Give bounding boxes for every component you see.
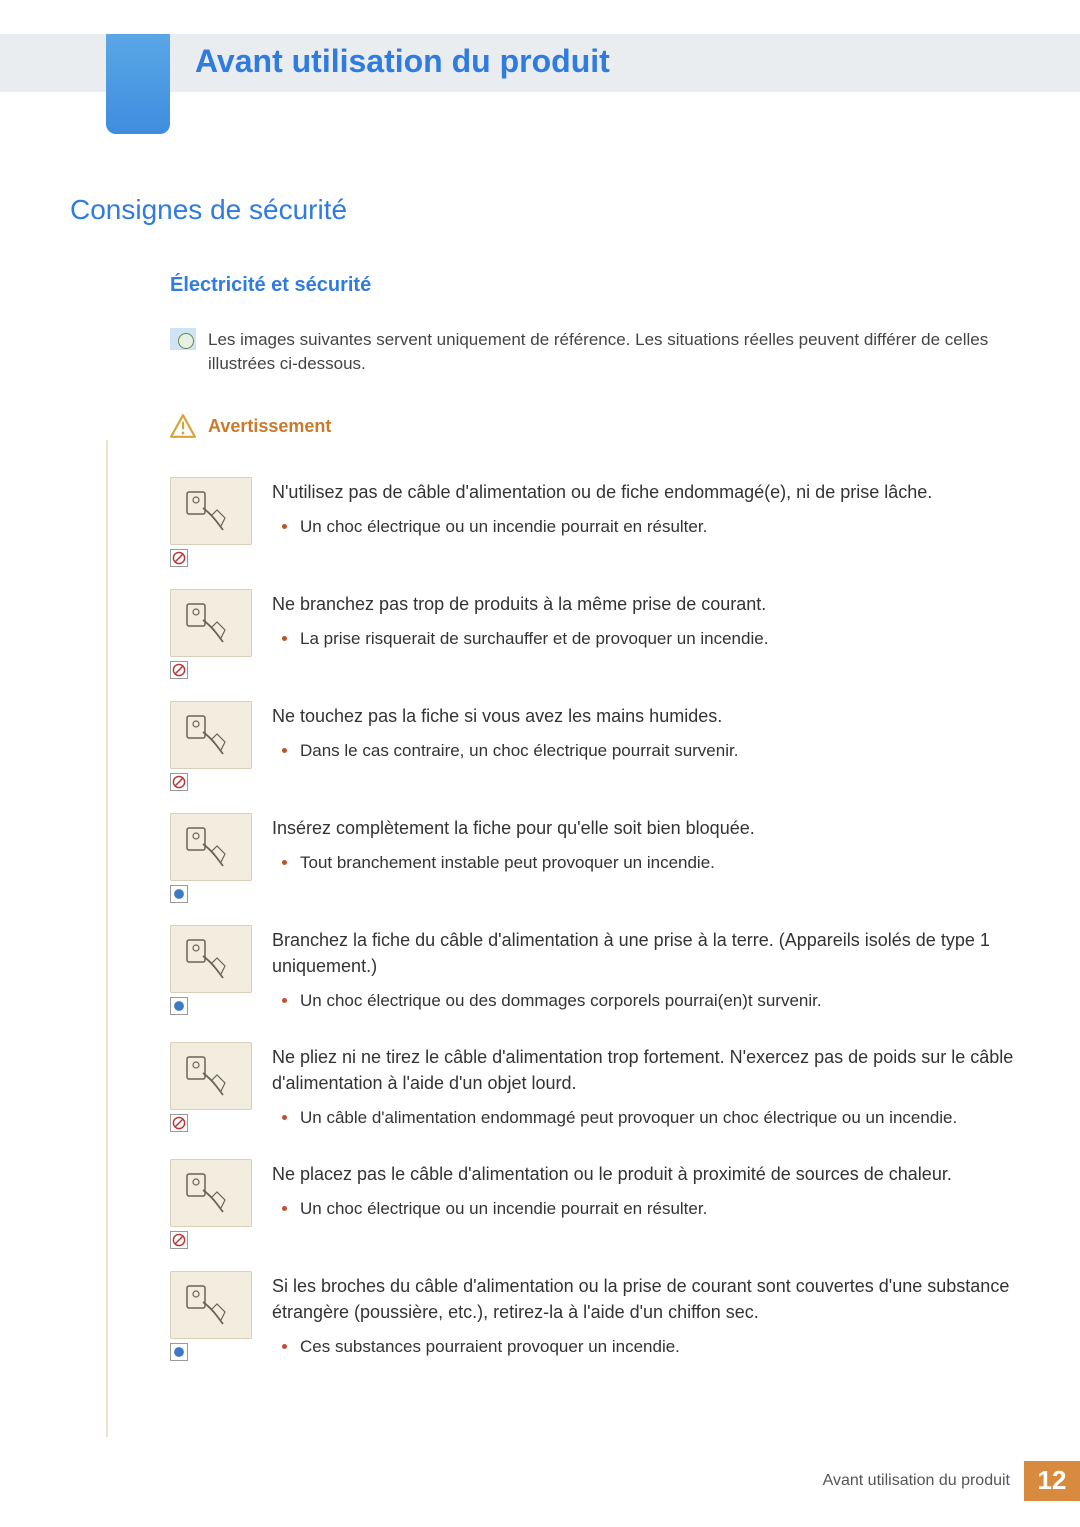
- item-lead-text: Ne pliez ni ne tirez le câble d'alimenta…: [272, 1044, 1020, 1096]
- illustration-icon: [170, 1271, 252, 1339]
- illustration-icon: [170, 1042, 252, 1110]
- warning-items-list: N'utilisez pas de câble d'alimentation o…: [70, 477, 1020, 1365]
- item-bullet-list: Un choc électrique ou des dommages corpo…: [272, 989, 1020, 1014]
- warning-item: Insérez complètement la fiche pour qu'el…: [170, 813, 1020, 903]
- item-thumbnail: [170, 1271, 252, 1361]
- prohibit-icon: [170, 1231, 188, 1249]
- prohibit-icon: [170, 549, 188, 567]
- warning-item: Si les broches du câble d'alimentation o…: [170, 1271, 1020, 1366]
- item-bullet-list: Tout branchement instable peut provoquer…: [272, 851, 1020, 876]
- item-bullet: Ces substances pourraient provoquer un i…: [300, 1335, 1020, 1360]
- item-lead-text: Si les broches du câble d'alimentation o…: [272, 1273, 1020, 1325]
- item-thumbnail: [170, 813, 252, 903]
- item-body: Insérez complètement la fiche pour qu'el…: [272, 813, 1020, 882]
- note-row: Les images suivantes servent uniquement …: [170, 328, 1020, 377]
- chapter-title: Avant utilisation du produit: [195, 38, 610, 84]
- item-thumbnail: [170, 589, 252, 679]
- item-bullet: Dans le cas contraire, un choc électriqu…: [300, 739, 1020, 764]
- item-thumbnail: [170, 701, 252, 791]
- item-thumbnail: [170, 925, 252, 1015]
- footer-text: Avant utilisation du produit: [823, 1469, 1010, 1492]
- item-bullet: Un choc électrique ou un incendie pourra…: [300, 1197, 1020, 1222]
- illustration-icon: [170, 1159, 252, 1227]
- page-content: Consignes de sécurité Électricité et séc…: [70, 190, 1020, 1387]
- item-body: N'utilisez pas de câble d'alimentation o…: [272, 477, 1020, 546]
- warning-item: Ne branchez pas trop de produits à la mê…: [170, 589, 1020, 679]
- item-body: Si les broches du câble d'alimentation o…: [272, 1271, 1020, 1366]
- item-body: Ne branchez pas trop de produits à la mê…: [272, 589, 1020, 658]
- item-body: Ne pliez ni ne tirez le câble d'alimenta…: [272, 1042, 1020, 1137]
- note-text: Les images suivantes servent uniquement …: [208, 328, 1020, 377]
- illustration-icon: [170, 813, 252, 881]
- warning-label: Avertissement: [208, 413, 331, 439]
- item-thumbnail: [170, 1042, 252, 1132]
- section-title: Consignes de sécurité: [70, 190, 1020, 231]
- item-thumbnail: [170, 1159, 252, 1249]
- page-footer: Avant utilisation du produit 12: [823, 1461, 1080, 1501]
- warning-item: Branchez la fiche du câble d'alimentatio…: [170, 925, 1020, 1020]
- prohibit-icon: [170, 661, 188, 679]
- item-bullet-list: Un câble d'alimentation endommagé peut p…: [272, 1106, 1020, 1131]
- chapter-tab: [106, 34, 170, 134]
- item-bullet-list: Ces substances pourraient provoquer un i…: [272, 1335, 1020, 1360]
- item-lead-text: Ne placez pas le câble d'alimentation ou…: [272, 1161, 1020, 1187]
- illustration-icon: [170, 589, 252, 657]
- subsection-title: Électricité et sécurité: [170, 271, 1020, 300]
- warning-item: Ne placez pas le câble d'alimentation ou…: [170, 1159, 1020, 1249]
- item-bullet-list: Dans le cas contraire, un choc électriqu…: [272, 739, 1020, 764]
- item-lead-text: Branchez la fiche du câble d'alimentatio…: [272, 927, 1020, 979]
- item-thumbnail: [170, 477, 252, 567]
- item-bullet-list: La prise risquerait de surchauffer et de…: [272, 627, 1020, 652]
- item-lead-text: Insérez complètement la fiche pour qu'el…: [272, 815, 1020, 841]
- item-bullet-list: Un choc électrique ou un incendie pourra…: [272, 515, 1020, 540]
- prohibit-icon: [170, 773, 188, 791]
- warning-row: Avertissement: [170, 413, 1020, 439]
- item-bullet: Un choc électrique ou un incendie pourra…: [300, 515, 1020, 540]
- item-lead-text: Ne branchez pas trop de produits à la mê…: [272, 591, 1020, 617]
- warning-item: N'utilisez pas de câble d'alimentation o…: [170, 477, 1020, 567]
- warning-item: Ne pliez ni ne tirez le câble d'alimenta…: [170, 1042, 1020, 1137]
- item-lead-text: N'utilisez pas de câble d'alimentation o…: [272, 479, 1020, 505]
- illustration-icon: [170, 477, 252, 545]
- illustration-icon: [170, 701, 252, 769]
- info-icon: [170, 997, 188, 1015]
- item-bullet: Un choc électrique ou des dommages corpo…: [300, 989, 1020, 1014]
- warning-triangle-icon: [170, 414, 196, 438]
- prohibit-icon: [170, 1114, 188, 1132]
- item-bullet: Un câble d'alimentation endommagé peut p…: [300, 1106, 1020, 1131]
- info-icon: [170, 1343, 188, 1361]
- note-icon: [170, 328, 196, 350]
- item-body: Ne touchez pas la fiche si vous avez les…: [272, 701, 1020, 770]
- item-bullet: La prise risquerait de surchauffer et de…: [300, 627, 1020, 652]
- info-icon: [170, 885, 188, 903]
- item-body: Branchez la fiche du câble d'alimentatio…: [272, 925, 1020, 1020]
- warning-item: Ne touchez pas la fiche si vous avez les…: [170, 701, 1020, 791]
- item-bullet: Tout branchement instable peut provoquer…: [300, 851, 1020, 876]
- item-bullet-list: Un choc électrique ou un incendie pourra…: [272, 1197, 1020, 1222]
- item-body: Ne placez pas le câble d'alimentation ou…: [272, 1159, 1020, 1228]
- page-number-badge: 12: [1024, 1461, 1080, 1501]
- item-lead-text: Ne touchez pas la fiche si vous avez les…: [272, 703, 1020, 729]
- illustration-icon: [170, 925, 252, 993]
